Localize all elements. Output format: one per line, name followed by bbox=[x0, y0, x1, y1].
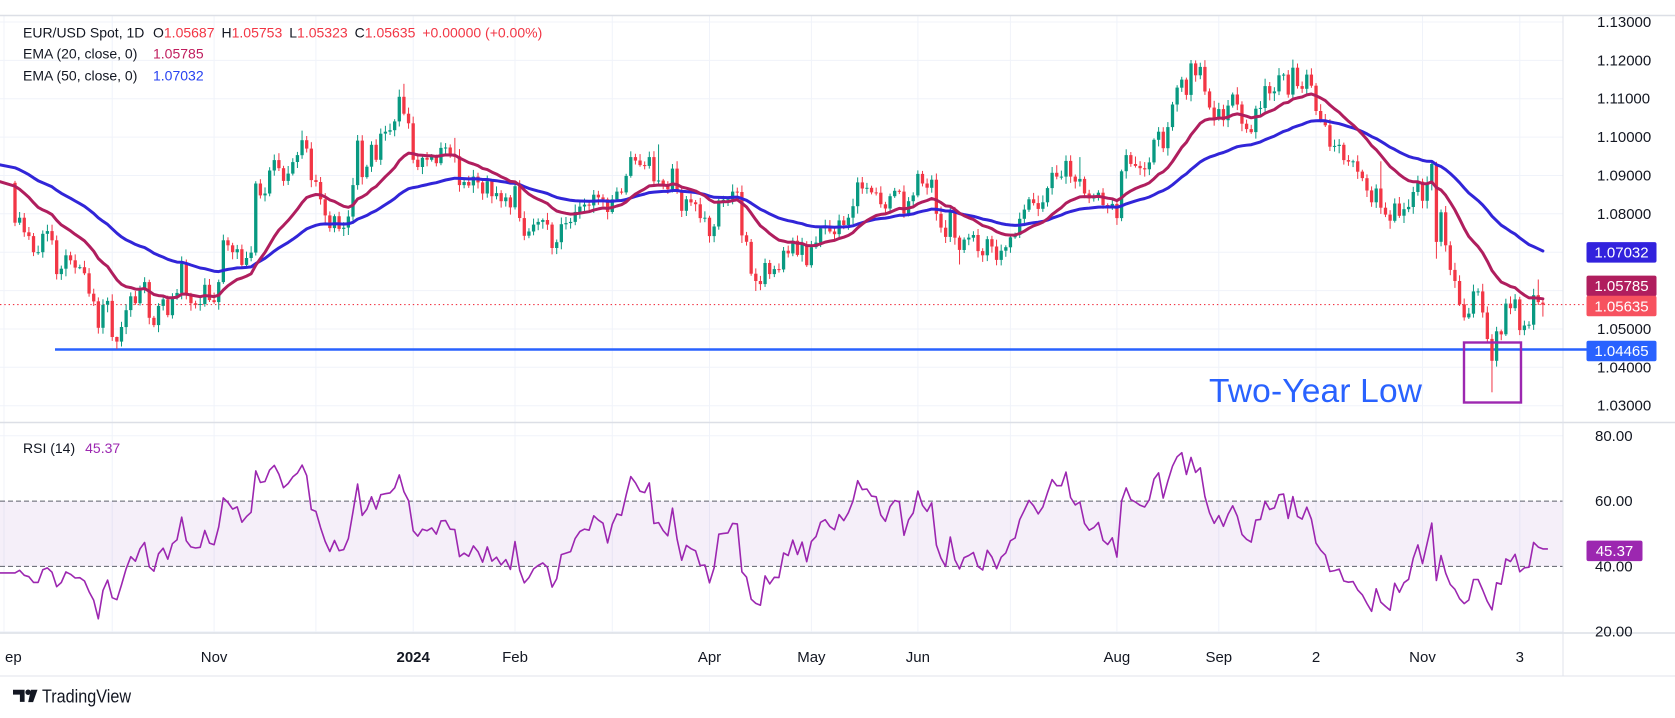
svg-text:3: 3 bbox=[1516, 649, 1524, 666]
svg-text:1.07032: 1.07032 bbox=[1594, 245, 1648, 262]
svg-text:Two-Year Low: Two-Year Low bbox=[1209, 373, 1423, 410]
svg-text:1.10000: 1.10000 bbox=[1597, 129, 1651, 146]
svg-text:20.00: 20.00 bbox=[1595, 624, 1633, 641]
svg-text:EMA (20, close, 0)1.05785: EMA (20, close, 0) 1.05785 bbox=[23, 46, 204, 62]
svg-text:EMA (50, close, 0)1.07032: EMA (50, close, 0) 1.07032 bbox=[23, 68, 204, 84]
svg-text:Feb: Feb bbox=[502, 649, 528, 666]
svg-text:1.04465: 1.04465 bbox=[1594, 343, 1648, 360]
svg-text:40.00: 40.00 bbox=[1595, 558, 1633, 575]
svg-text:Jun: Jun bbox=[906, 649, 930, 666]
svg-text:2024: 2024 bbox=[397, 649, 431, 666]
svg-text:1.08000: 1.08000 bbox=[1597, 206, 1651, 223]
svg-text:1.03000: 1.03000 bbox=[1597, 398, 1651, 415]
svg-text:Aug: Aug bbox=[1104, 649, 1131, 666]
svg-text:RSI (14)45.37: RSI (14) 45.37 bbox=[23, 440, 120, 456]
svg-text:1.04000: 1.04000 bbox=[1597, 359, 1651, 376]
svg-text:1.05635: 1.05635 bbox=[1594, 298, 1648, 315]
svg-text:Nov: Nov bbox=[201, 649, 228, 666]
svg-text:1.11000: 1.11000 bbox=[1597, 91, 1650, 108]
svg-text:Nov: Nov bbox=[1409, 649, 1436, 666]
svg-text:1.12000: 1.12000 bbox=[1597, 52, 1651, 69]
svg-text:45.37: 45.37 bbox=[1596, 543, 1634, 560]
svg-text:TradingView: TradingView bbox=[42, 686, 132, 707]
svg-text:ep: ep bbox=[5, 649, 22, 666]
svg-text:Apr: Apr bbox=[698, 649, 721, 666]
svg-text:May: May bbox=[797, 649, 826, 666]
svg-text:1.13000: 1.13000 bbox=[1597, 14, 1651, 31]
svg-text:80.00: 80.00 bbox=[1595, 428, 1633, 445]
svg-text:60.00: 60.00 bbox=[1595, 493, 1633, 510]
svg-text:1.09000: 1.09000 bbox=[1597, 168, 1651, 185]
svg-text:1.05000: 1.05000 bbox=[1597, 321, 1651, 338]
svg-text:1.05785: 1.05785 bbox=[1594, 278, 1648, 295]
svg-text:Sep: Sep bbox=[1205, 649, 1232, 666]
svg-text:2: 2 bbox=[1312, 649, 1320, 666]
